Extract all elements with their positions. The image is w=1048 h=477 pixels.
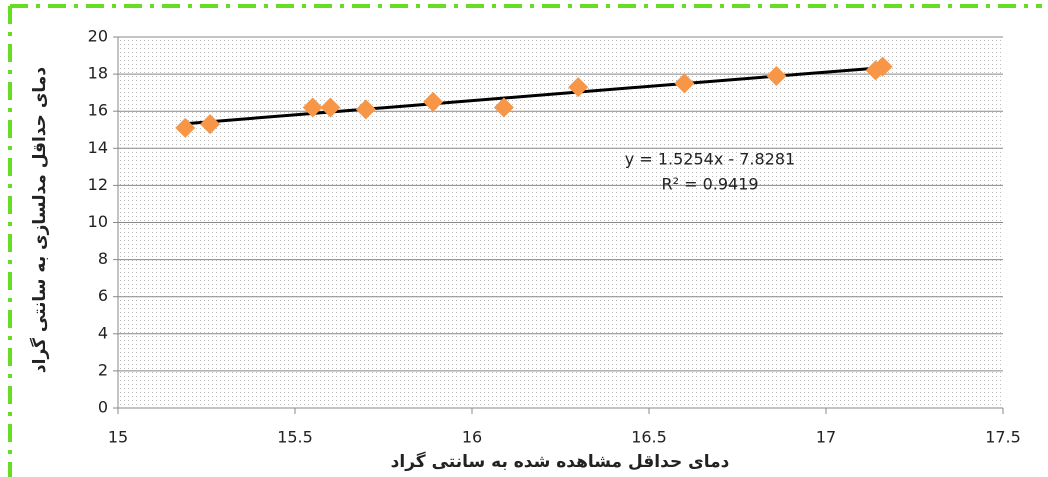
- x-tick-label: 16.5: [631, 428, 667, 447]
- marker: [302, 97, 323, 118]
- x-axis-title: دمای حداقل مشاهده شده به سانتی گراد: [391, 451, 730, 472]
- marker: [320, 97, 341, 118]
- marker: [175, 117, 196, 138]
- x-tick-label: 15: [108, 428, 128, 447]
- y-tick-label: 14: [88, 138, 108, 157]
- annotation: y = 1.5254x - 7.8281: [625, 150, 795, 169]
- marker: [355, 99, 376, 120]
- y-tick-label: 4: [98, 323, 108, 342]
- marker: [200, 114, 221, 135]
- x-tick-label: 16: [462, 428, 482, 447]
- y-tick-label: 20: [88, 27, 108, 46]
- marker: [766, 65, 787, 86]
- marker: [493, 97, 514, 118]
- x-tick-label: 15.5: [277, 428, 313, 447]
- annotation: R² = 0.9419: [661, 175, 758, 194]
- x-tick-label: 17: [816, 428, 836, 447]
- x-tick-label: 17.5: [985, 428, 1021, 447]
- trendline: [185, 66, 883, 126]
- y-tick-label: 10: [88, 212, 108, 231]
- marker: [568, 77, 589, 98]
- marker: [674, 73, 695, 94]
- marker: [423, 91, 444, 112]
- y-tick-label: 12: [88, 175, 108, 194]
- y-axis-title: دمای حداقل مدلسازی به سانتی گراد: [29, 67, 50, 373]
- y-tick-label: 16: [88, 101, 108, 120]
- marker: [872, 56, 893, 77]
- y-tick-label: 8: [98, 249, 108, 268]
- y-tick-label: 6: [98, 286, 108, 305]
- y-tick-label: 2: [98, 360, 108, 379]
- y-tick-label: 0: [98, 398, 108, 417]
- y-tick-label: 18: [88, 64, 108, 83]
